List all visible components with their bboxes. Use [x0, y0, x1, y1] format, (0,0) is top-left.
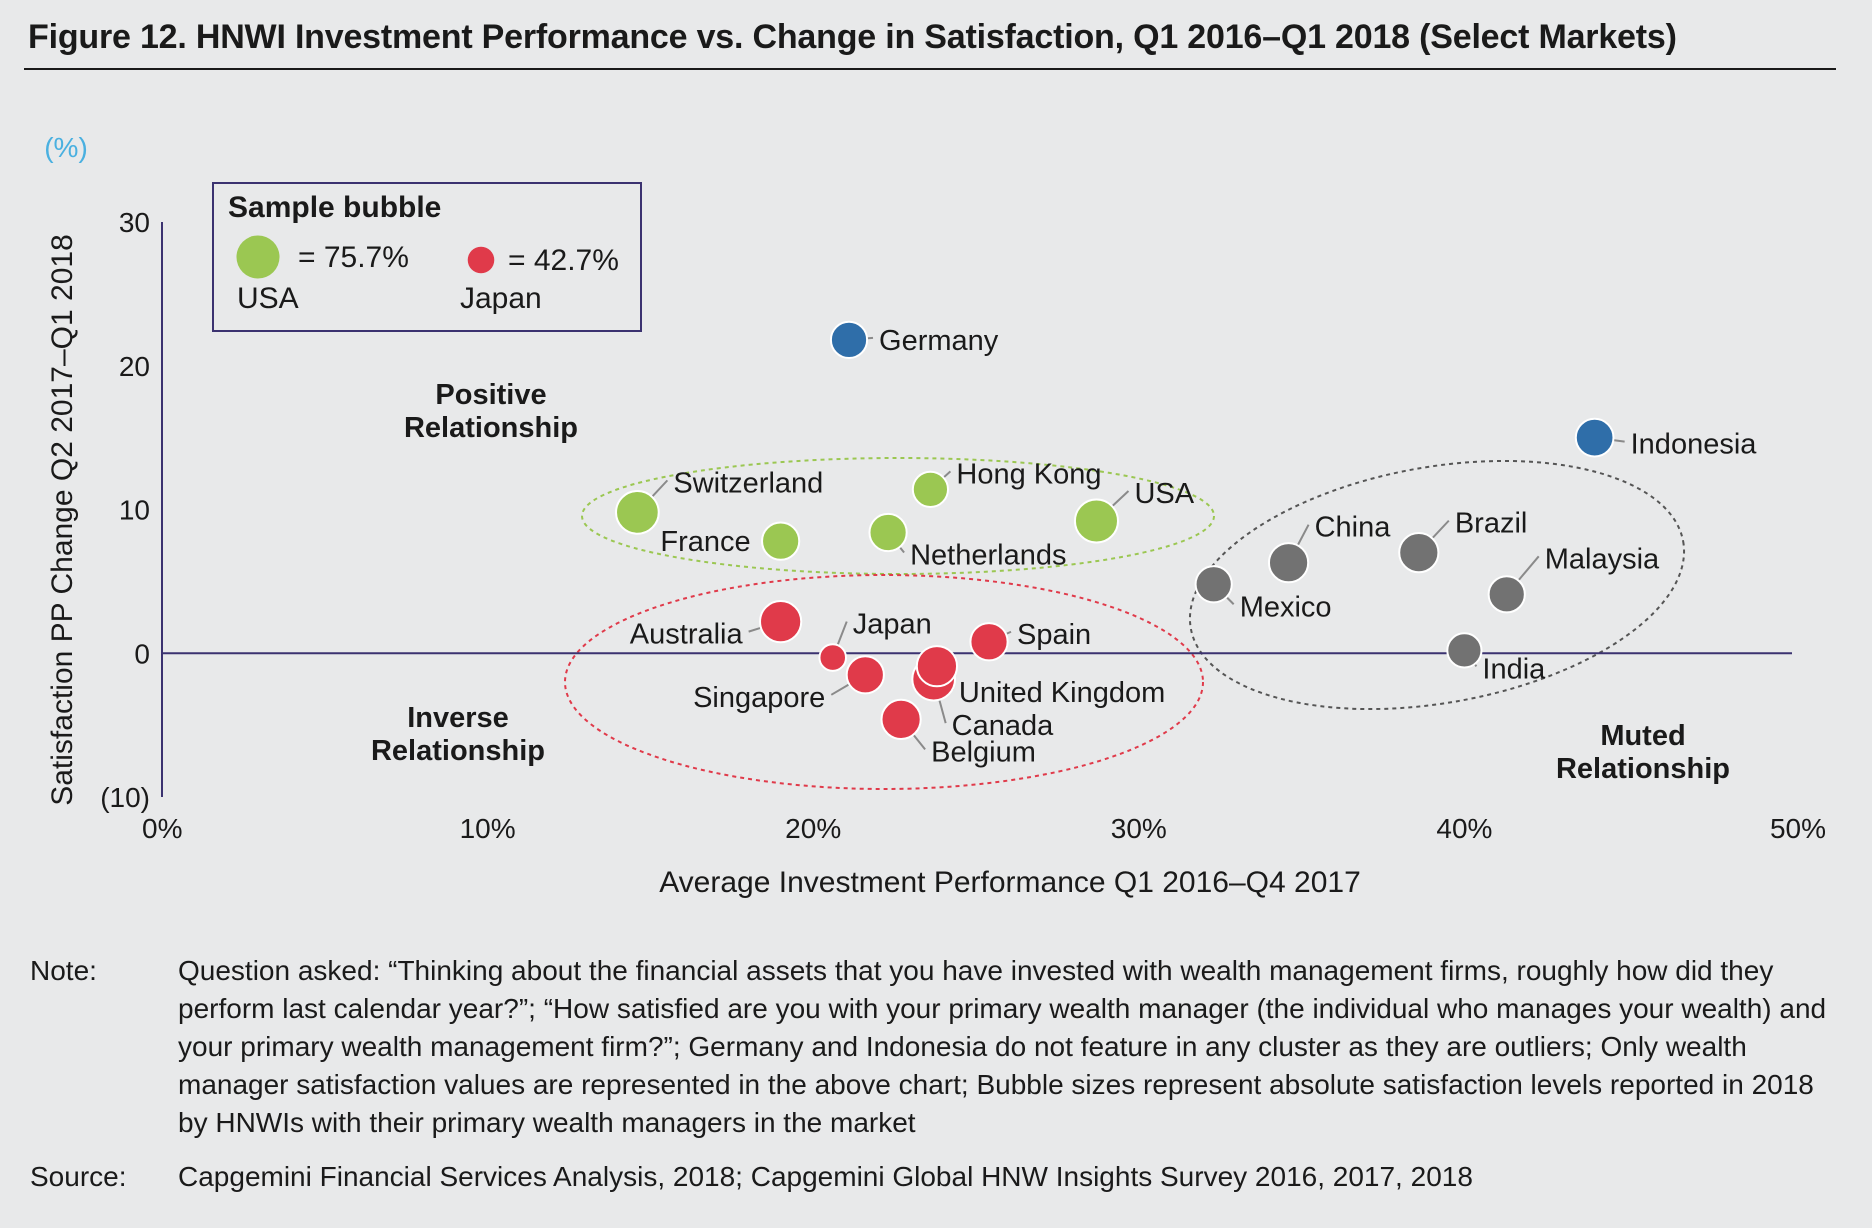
annotation-muted-line-1: Muted	[1600, 720, 1685, 752]
bubble-germany	[829, 320, 869, 359]
legend-bubble-usa	[236, 235, 280, 279]
label-canada: Canada	[952, 710, 1054, 742]
label-malaysia: Malaysia	[1545, 543, 1660, 575]
leader-japan	[835, 621, 848, 648]
label-brazil: Brazil	[1455, 508, 1528, 540]
label-germany: Germany	[879, 325, 999, 357]
legend-value-usa: = 75.7%	[298, 241, 409, 274]
label-hong-kong: Hong Kong	[956, 458, 1101, 490]
legend-country-japan: Japan	[460, 282, 542, 315]
x-tick-label: 30%	[1111, 813, 1167, 844]
label-mexico: Mexico	[1240, 591, 1332, 623]
label-belgium: Belgium	[931, 736, 1036, 768]
chart-axes: (10) 0 10 20 30 0% 10% 20% 30% 40% 50% (%) Satisfact…	[44, 132, 1826, 899]
x-tick-label: 0%	[142, 813, 182, 844]
leader-usa	[1110, 490, 1130, 509]
cluster-ellipse-inverse	[564, 574, 1204, 790]
legend-box	[212, 182, 642, 332]
leader-singapore	[830, 682, 852, 696]
leader-switzerland	[649, 479, 669, 499]
cluster-ellipse-muted	[1188, 459, 1686, 711]
label-japan: Japan	[853, 609, 932, 641]
annotation-positive-line-2: Relationship	[404, 412, 578, 444]
bubble-switzerland	[615, 490, 660, 535]
note-text: Question asked: “Thinking about the fina…	[178, 955, 1827, 1138]
bubble-japan	[818, 643, 848, 672]
annotation-muted-line-2: Relationship	[1556, 753, 1730, 785]
figure-title: Figure 12. HNWI Investment Performance v…	[28, 18, 1677, 56]
bubble-brazil	[1398, 532, 1440, 574]
x-axis-title: Average Investment Performance Q1 2016–Q…	[659, 866, 1361, 899]
label-china: China	[1315, 512, 1392, 544]
leader-canada	[937, 697, 947, 724]
bubble-mexico	[1194, 565, 1233, 604]
label-united-kingdom: United Kingdom	[959, 677, 1165, 709]
label-india: India	[1482, 653, 1546, 685]
bubble-australia	[759, 600, 803, 644]
y-tick-label: 20	[119, 351, 150, 382]
legend-bubble-japan	[467, 246, 495, 274]
bubble-labels: Germany Indonesia Switzerland France Hong Ko…	[630, 325, 1757, 769]
legend-title: Sample bubble	[228, 191, 441, 224]
y-axis-unit: (%)	[44, 132, 88, 163]
bubble-spain	[969, 622, 1009, 662]
bubble-india	[1446, 632, 1483, 669]
legend: Sample bubble = 75.7% USA = 42.7% Japan	[212, 182, 642, 332]
bubble-belgium	[880, 698, 922, 740]
bubble-france	[761, 521, 801, 561]
x-tick-label: 20%	[785, 813, 841, 844]
label-australia: Australia	[630, 619, 744, 651]
legend-country-usa: USA	[237, 282, 299, 315]
bubble-malaysia	[1487, 575, 1526, 614]
label-netherlands: Netherlands	[910, 540, 1066, 572]
source-text: Capgemini Financial Services Analysis, 2…	[178, 1161, 1473, 1192]
annotation-positive-line-1: Positive	[435, 379, 546, 411]
label-usa: USA	[1134, 478, 1194, 510]
label-leaders	[649, 336, 1625, 750]
label-switzerland: Switzerland	[673, 467, 823, 499]
bubble-indonesia	[1574, 417, 1615, 458]
y-tick-label: 30	[119, 207, 150, 238]
legend-value-japan: = 42.7%	[508, 244, 619, 277]
y-tick-label: 0	[134, 638, 150, 669]
bubble-united-kingdom	[915, 645, 959, 688]
source-label: Source:	[30, 1161, 127, 1192]
label-spain: Spain	[1017, 619, 1091, 651]
x-tick-label: 40%	[1436, 813, 1492, 844]
y-axis-title: Satisfaction PP Change Q2 2017–Q1 2018	[46, 234, 79, 806]
annotation-inverse-line-1: Inverse	[407, 702, 509, 734]
bubble-netherlands	[868, 512, 908, 553]
title-divider	[24, 68, 1836, 70]
x-tick-label: 50%	[1770, 813, 1826, 844]
cluster-ellipse-positive	[581, 457, 1215, 575]
bubble-china	[1267, 542, 1310, 584]
annotation-inverse-line-2: Relationship	[371, 735, 545, 767]
leader-belgium	[911, 732, 926, 750]
bubble-chart: (10) 0 10 20 30 0% 10% 20% 30% 40% 50% (%) Satisfact…	[44, 132, 1826, 899]
leader-brazil	[1430, 519, 1450, 541]
bubble-singapore	[845, 655, 885, 695]
leader-china	[1295, 524, 1310, 548]
note-label: Note:	[30, 955, 97, 986]
y-tick-label: (10)	[100, 782, 150, 813]
leader-malaysia	[1516, 555, 1540, 583]
label-singapore: Singapore	[693, 682, 825, 714]
x-tick-label: 10%	[460, 813, 516, 844]
bubbles	[615, 320, 1615, 740]
cluster-ellipses	[564, 457, 1686, 790]
y-tick-label: 10	[119, 495, 150, 526]
label-indonesia: Indonesia	[1631, 429, 1758, 461]
label-france: France	[660, 526, 750, 558]
bubble-usa	[1073, 498, 1119, 544]
bubble-hong-kong	[911, 470, 950, 508]
